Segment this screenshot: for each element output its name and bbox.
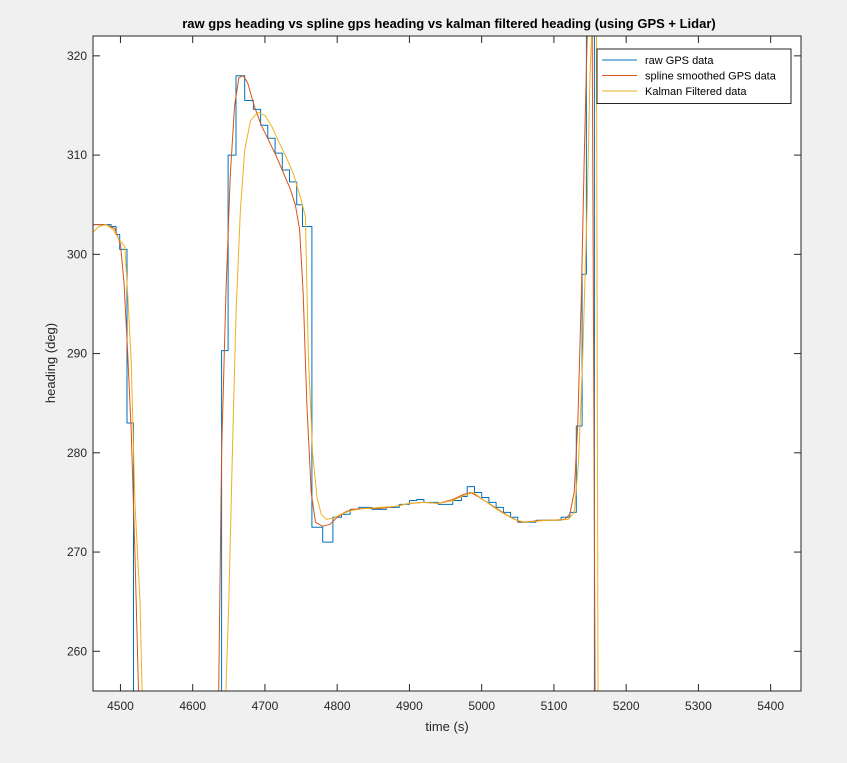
- x-tick-label: 5000: [468, 699, 495, 713]
- y-tick-label: 280: [67, 446, 87, 460]
- x-axis: 4500 4600 4700 4800 4900 5000 5100 5200 5300 5400: [107, 36, 784, 713]
- legend-label-1: raw GPS data: [645, 55, 714, 67]
- y-tick-label: 310: [67, 148, 87, 162]
- x-tick-label: 4900: [396, 699, 423, 713]
- legend-label-3: Kalman Filtered data: [645, 86, 747, 98]
- x-tick-label: 5100: [541, 699, 568, 713]
- x-tick-label: 5200: [613, 699, 640, 713]
- plot-area: [93, 36, 801, 691]
- x-tick-label: 4700: [252, 699, 279, 713]
- series-line-3-segment-3: [596, 36, 599, 691]
- plot-frame: [92, 35, 802, 692]
- series-line-3-segment-2: [225, 36, 592, 691]
- y-axis: 260 270 280 290 300 310 320: [67, 49, 801, 658]
- chart-title: raw gps heading vs spline gps heading vs…: [182, 16, 715, 31]
- series-layer: [93, 36, 599, 691]
- x-tick-label: 4800: [324, 699, 351, 713]
- y-tick-label: 290: [67, 347, 87, 361]
- legend: raw GPS data spline smoothed GPS data Kalm…: [596, 48, 792, 104]
- legend-label-2: spline smoothed GPS data: [645, 71, 777, 83]
- x-axis-label: time (s): [425, 719, 468, 734]
- y-tick-label: 320: [67, 49, 87, 63]
- series-line-2-segment-3: [591, 36, 596, 691]
- y-tick-label: 270: [67, 545, 87, 559]
- series-line-2-segment-1: [93, 224, 139, 691]
- x-tick-label: 5300: [685, 699, 712, 713]
- x-tick-label: 5400: [757, 699, 784, 713]
- x-tick-label: 4600: [179, 699, 206, 713]
- y-tick-label: 300: [67, 247, 87, 261]
- y-tick-label: 260: [67, 644, 87, 658]
- x-tick-label: 4500: [107, 699, 134, 713]
- series-line-3-segment-1: [93, 224, 143, 691]
- legend-box: [596, 48, 792, 104]
- y-axis-label: heading (deg): [43, 323, 58, 403]
